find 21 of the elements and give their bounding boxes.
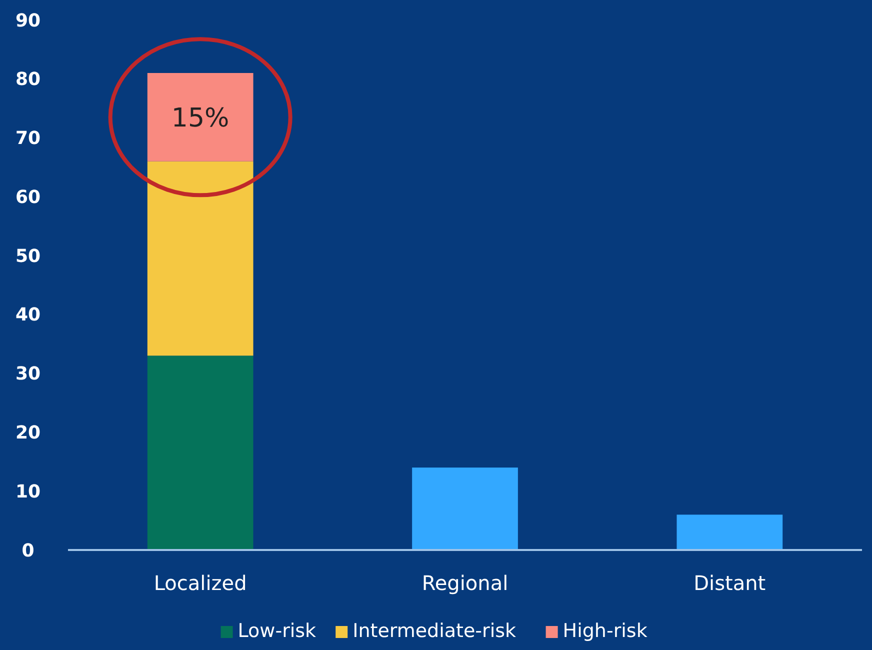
- y-tick-label: 0: [22, 540, 34, 562]
- y-tick-label: 30: [15, 364, 41, 385]
- bar: [147, 356, 254, 550]
- bar: [412, 468, 518, 550]
- legend-label: Intermediate-risk: [352, 620, 516, 642]
- legend-label: High-risk: [562, 620, 648, 642]
- annotation: 15%: [171, 103, 230, 134]
- y-tick-label: 70: [15, 128, 41, 150]
- y-tick-label: 50: [15, 246, 41, 267]
- y-tick-label: 90: [15, 10, 41, 32]
- y-tick-label: 40: [15, 304, 41, 326]
- x-tick-label: Regional: [422, 571, 508, 595]
- y-tick-label: 20: [15, 422, 41, 444]
- y-tick-label: 80: [15, 69, 41, 90]
- bar: [676, 514, 783, 550]
- y-tick-label: 60: [15, 186, 41, 208]
- bar: [147, 73, 254, 162]
- x-tick-label: Localized: [154, 571, 247, 595]
- x-tick-label: Distant: [694, 571, 766, 595]
- y-tick-label: 10: [15, 481, 41, 502]
- legend-label: Low-risk: [238, 620, 316, 642]
